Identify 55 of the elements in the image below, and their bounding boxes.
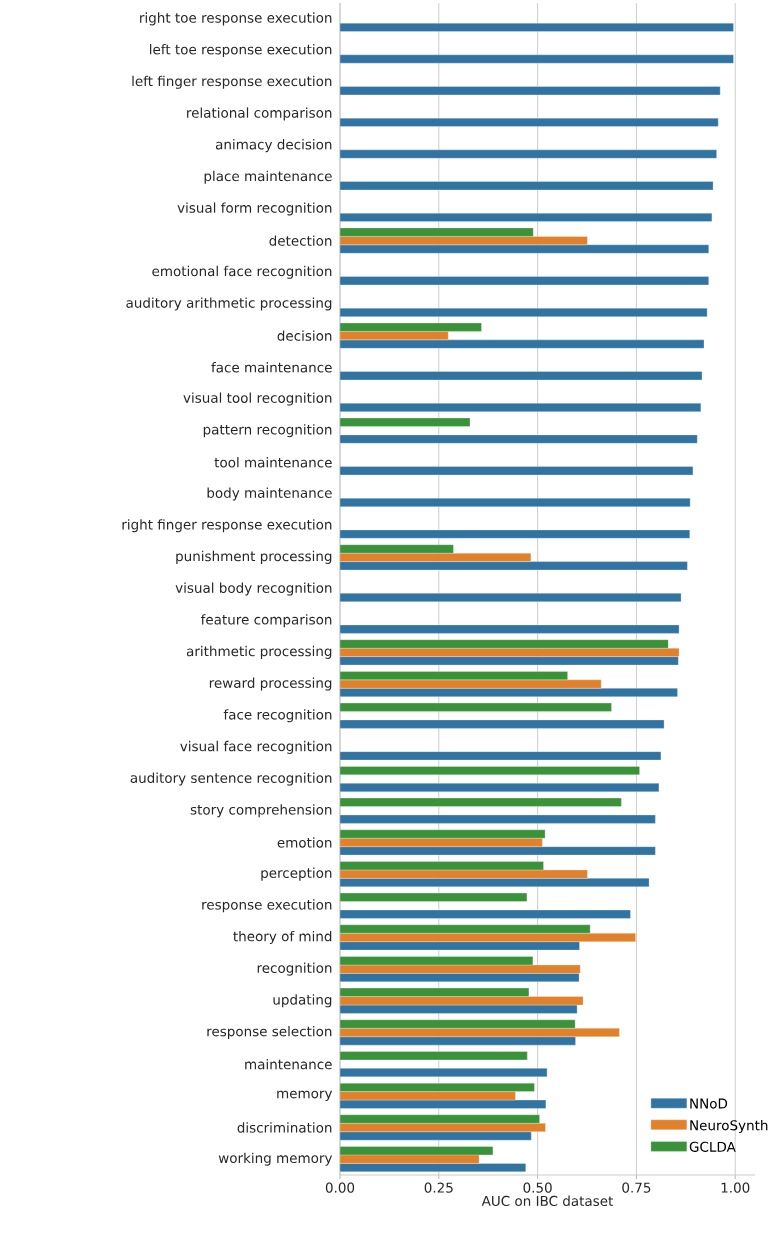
y-tick-label: emotion xyxy=(277,837,332,848)
y-tick-label: visual form recognition xyxy=(177,202,332,216)
y-tick-label: left toe response execution xyxy=(150,44,332,58)
y-tick-label: detection xyxy=(269,235,332,246)
bar xyxy=(339,1114,540,1124)
y-tick-label: decision xyxy=(277,330,332,341)
x-tick-label: 0.00 xyxy=(325,1182,355,1193)
x-tick-label: 0.25 xyxy=(424,1182,453,1193)
y-tick-label: emotional face recognition xyxy=(152,265,332,279)
legend-label: NeuroSynth xyxy=(690,1119,768,1134)
x-tick-label: 0.75 xyxy=(622,1182,651,1193)
y-tick-label: perception xyxy=(261,867,332,881)
y-tick-label: visual tool recognition xyxy=(183,392,332,406)
y-tick-label: feature comparison xyxy=(200,614,332,628)
y-tick-label: response selection xyxy=(207,1025,332,1039)
bar xyxy=(339,1019,576,1029)
y-tick-label: auditory arithmetic processing xyxy=(126,297,332,311)
legend-label: GCLDA xyxy=(689,1141,736,1152)
y-tick-label: auditory sentence recognition xyxy=(130,772,332,786)
bar xyxy=(339,829,546,839)
bar xyxy=(339,924,591,934)
y-tick-label: story comprehension xyxy=(190,804,332,818)
y-tick-label: arithmetic processing xyxy=(186,645,332,659)
y-tick-label: updating xyxy=(273,994,332,1008)
bar xyxy=(339,639,669,649)
y-tick-label: working memory xyxy=(218,1152,333,1166)
y-tick-label: reward processing xyxy=(209,677,332,691)
y-tick-label: face recognition xyxy=(223,709,332,723)
y-tick-label: discrimination xyxy=(237,1122,332,1133)
y-tick-label: punishment processing xyxy=(176,550,332,564)
y-tick-label: face maintenance xyxy=(211,362,332,373)
bar xyxy=(339,54,734,64)
y-tick-label: left finger response execution xyxy=(132,75,332,89)
y-tick-label: animacy decision xyxy=(215,139,332,153)
legend-label: NNoD xyxy=(690,1098,728,1109)
y-tick-label: body maintenance xyxy=(207,487,332,501)
bar xyxy=(339,1131,532,1141)
y-tick-label: visual body recognition xyxy=(175,582,332,596)
x-tick-label: 1.00 xyxy=(721,1182,750,1193)
bar xyxy=(339,244,709,254)
y-tick-label: right toe response execution xyxy=(140,12,332,26)
y-tick-label: relational comparison xyxy=(187,107,332,121)
y-tick-label: recognition xyxy=(257,962,332,976)
y-tick-label: maintenance xyxy=(245,1058,332,1070)
bar xyxy=(339,149,717,159)
y-tick-label: right finger response execution xyxy=(122,519,332,533)
y-tick-label: visual face recognition xyxy=(180,740,332,754)
y-tick-label: pattern recognition xyxy=(203,424,332,438)
y-tick-label: place maintenance xyxy=(204,170,332,184)
y-tick-label: memory xyxy=(277,1090,333,1101)
y-tick-label: response execution xyxy=(202,899,332,913)
x-axis-title: AUC on IBC dataset xyxy=(481,1195,614,1207)
y-tick-label: tool maintenance xyxy=(214,457,332,468)
y-tick-label: theory of mind xyxy=(233,930,332,944)
x-tick-label: 0.50 xyxy=(523,1182,552,1193)
